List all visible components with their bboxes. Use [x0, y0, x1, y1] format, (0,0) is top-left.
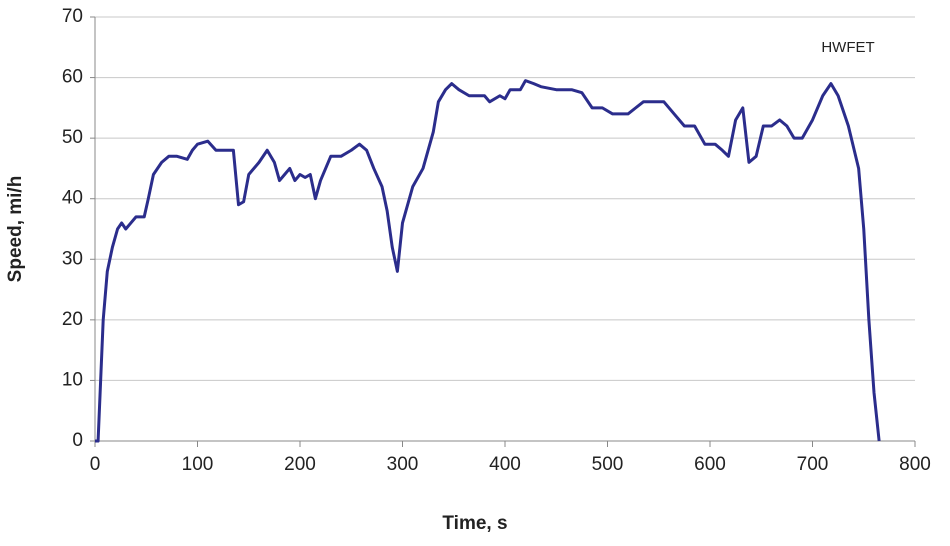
x-tick-label: 100	[182, 454, 214, 475]
x-tick-label: 700	[797, 454, 829, 475]
line	[95, 79, 881, 443]
x-tick-label: 0	[90, 454, 101, 475]
y-tick-label: 20	[62, 309, 83, 330]
x-tick-label: 300	[387, 454, 419, 475]
x-tick-label: 500	[592, 454, 624, 475]
y-tick-label: 70	[62, 6, 83, 27]
y-axis-label: Speed, mi/h	[5, 176, 26, 283]
x-tick-label: 200	[284, 454, 316, 475]
y-tick-label: 10	[62, 369, 83, 390]
y-tick-label: 50	[62, 127, 83, 148]
series-annotation: HWFET	[821, 39, 874, 56]
y-tick-label: 60	[62, 67, 83, 88]
x-tick-label: 800	[899, 454, 931, 475]
y-tick-label: 0	[72, 430, 83, 451]
y-tick-label: 30	[62, 248, 83, 269]
y-tick-label: 40	[62, 188, 83, 209]
x-tick-label: 600	[694, 454, 726, 475]
x-axis-label: Time, s	[442, 513, 507, 534]
x-tick-label: 400	[489, 454, 521, 475]
